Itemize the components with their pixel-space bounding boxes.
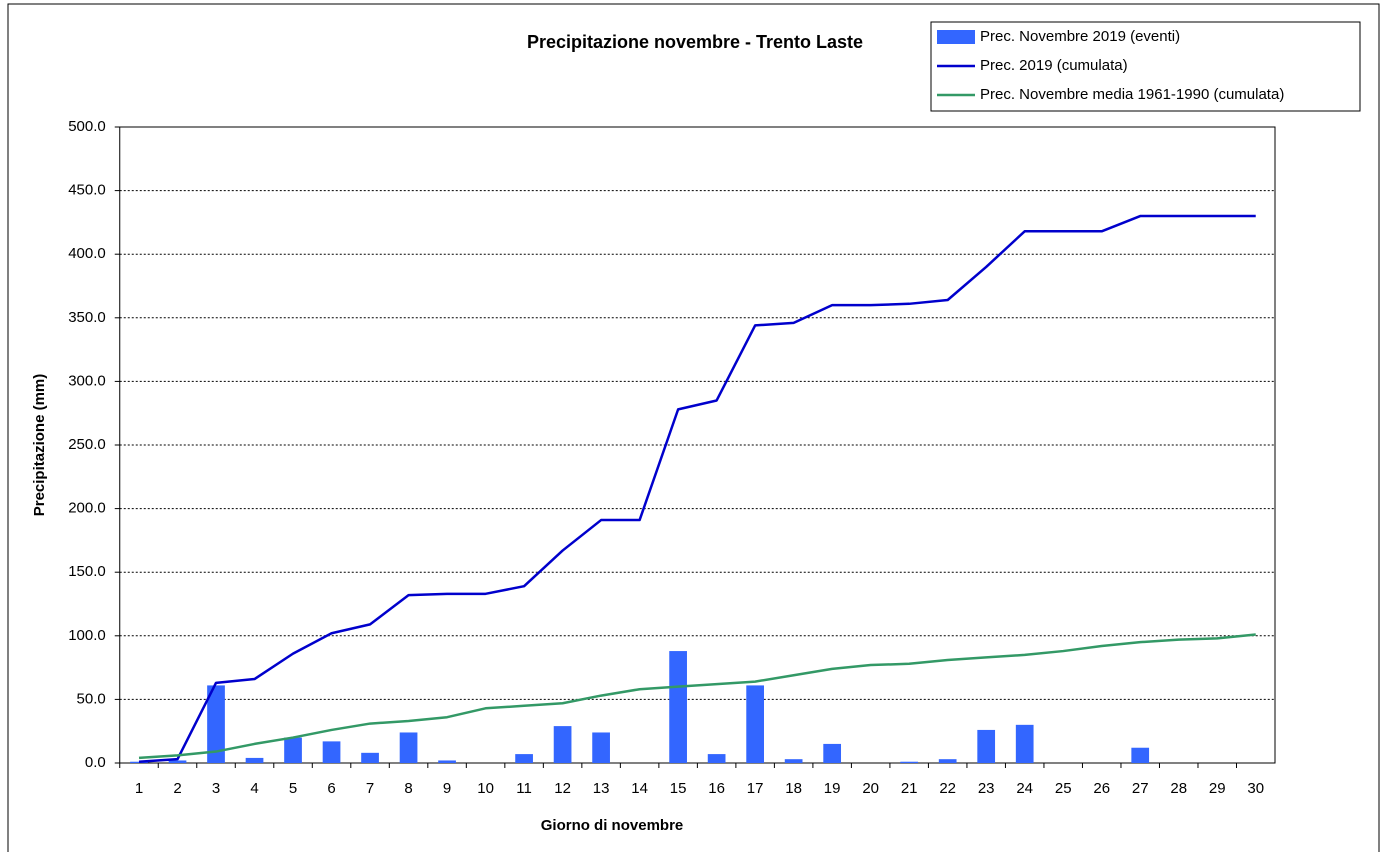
bar <box>361 752 379 763</box>
x-axis-label: Giorno di novembre <box>541 817 684 834</box>
x-tick-label: 8 <box>404 780 412 797</box>
bar <box>438 760 456 763</box>
x-tick-label: 22 <box>939 780 956 797</box>
bar <box>592 732 610 763</box>
y-tick-label: 0.0 <box>85 754 106 771</box>
bar <box>207 685 225 763</box>
x-tick-label: 20 <box>862 780 879 797</box>
legend-label: Prec. Novembre 2019 (eventi) <box>980 28 1180 45</box>
bar <box>938 759 957 763</box>
bar <box>168 760 187 763</box>
y-tick-label: 50.0 <box>77 690 106 707</box>
bar <box>900 761 919 763</box>
bar <box>245 757 264 763</box>
x-tick-label: 28 <box>1170 780 1187 797</box>
y-tick-label: 150.0 <box>68 563 106 580</box>
y-tick-label: 350.0 <box>68 309 106 326</box>
bar <box>322 741 341 763</box>
frame <box>7 3 1380 852</box>
x-tick-label: 6 <box>327 780 335 797</box>
bar <box>823 743 842 763</box>
line <box>138 633 1256 760</box>
x-tick-label: 7 <box>366 780 374 797</box>
x-tick-label: 25 <box>1055 780 1072 797</box>
x-tick-label: 14 <box>631 780 648 797</box>
x-tick-label: 24 <box>1016 780 1033 797</box>
x-tick-label: 19 <box>824 780 841 797</box>
x-tick-label: 18 <box>785 780 802 797</box>
bar <box>1015 724 1034 763</box>
x-tick-label: 13 <box>593 780 610 797</box>
chart-title: Precipitazione novembre - Trento Laste <box>527 32 863 52</box>
x-tick-label: 30 <box>1247 780 1264 797</box>
bar <box>284 737 302 763</box>
bar <box>784 759 803 763</box>
y-tick-label: 200.0 <box>68 500 106 517</box>
x-tick-label: 9 <box>443 780 451 797</box>
x-tick-label: 5 <box>289 780 297 797</box>
x-tick-label: 2 <box>173 780 181 797</box>
y-axis-label: Precipitazione (mm) <box>31 374 48 517</box>
x-tick-label: 3 <box>212 780 220 797</box>
x-tick-label: 26 <box>1093 780 1110 797</box>
legend-swatch <box>937 30 975 44</box>
bar <box>707 754 726 763</box>
x-tick-label: 16 <box>708 780 725 797</box>
legend <box>930 21 1361 112</box>
y-tick-label: 100.0 <box>68 627 106 644</box>
x-tick-label: 11 <box>516 780 532 797</box>
x-tick-label: 23 <box>978 780 995 797</box>
x-tick-label: 29 <box>1209 780 1226 797</box>
y-tick-label: 400.0 <box>68 245 106 262</box>
x-tick-label: 15 <box>670 780 687 797</box>
bar <box>1131 747 1150 763</box>
bar <box>399 732 418 763</box>
bar <box>515 754 533 763</box>
bar <box>669 651 687 763</box>
x-tick-label: 4 <box>250 780 258 797</box>
line <box>138 214 1256 763</box>
bar <box>130 761 148 763</box>
x-tick-label: 1 <box>135 780 143 797</box>
y-tick-label: 450.0 <box>68 182 106 199</box>
x-tick-label: 21 <box>901 780 918 797</box>
bar <box>746 685 764 763</box>
x-tick-label: 12 <box>554 780 571 797</box>
legend-label: Prec. 2019 (cumulata) <box>980 57 1128 74</box>
x-tick-label: 17 <box>747 780 764 797</box>
x-tick-label: 27 <box>1132 780 1149 797</box>
bar <box>977 729 996 763</box>
bar <box>553 726 572 763</box>
y-tick-label: 250.0 <box>68 436 106 453</box>
y-tick-label: 300.0 <box>68 372 106 389</box>
y-tick-label: 500.0 <box>68 118 106 135</box>
x-tick-label: 10 <box>477 780 494 797</box>
legend-label: Prec. Novembre media 1961-1990 (cumulata… <box>980 86 1284 103</box>
